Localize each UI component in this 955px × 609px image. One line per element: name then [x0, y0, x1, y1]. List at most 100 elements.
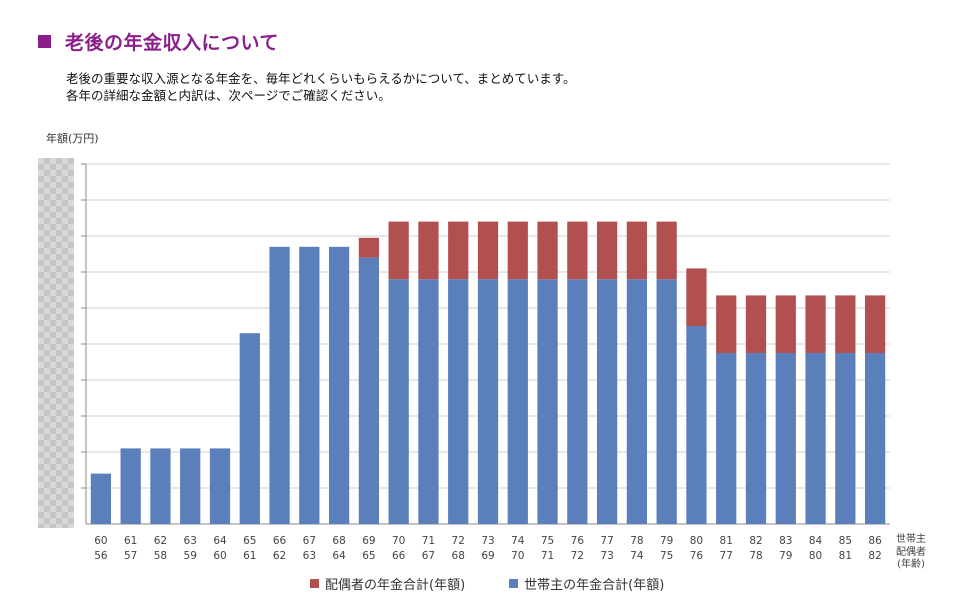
page-title: 老後の年金収入について	[65, 32, 279, 54]
x-tick-label-head-age: 73	[481, 535, 494, 547]
bar-head	[805, 353, 826, 524]
x-tick-label-head-age: 69	[362, 535, 375, 547]
x-tick-label-head-age: 77	[600, 535, 613, 547]
legend-swatch-spouse	[310, 579, 319, 588]
bar-head	[90, 473, 112, 524]
x-tick-label-head-age: 70	[392, 535, 405, 547]
legend: 配偶者の年金合計(年額) 世帯主の年金合計(年額)	[310, 574, 708, 593]
x-tick-label-head-age: 72	[452, 535, 465, 547]
legend-swatch-head	[509, 579, 519, 588]
bar-head	[596, 279, 618, 524]
x-tick-label-head-age: 60	[94, 535, 107, 547]
x-tick-label-spouse-age: 81	[839, 550, 852, 562]
category-axis-title: 世帯主 配偶者 (年齢)	[896, 534, 926, 572]
category-axis-title-line-2: 配偶者	[896, 546, 926, 558]
bar-head	[716, 353, 737, 524]
bar-spouse	[716, 295, 737, 353]
x-tick-label-spouse-age: 58	[154, 550, 167, 562]
legend-label-head: 世帯主の年金合計(年額)	[524, 578, 665, 593]
masked-y-axis-ticks	[38, 158, 74, 528]
x-tick-label-head-age: 62	[154, 535, 167, 547]
x-tick-label-head-age: 83	[779, 535, 792, 547]
x-tick-label-spouse-age: 68	[452, 550, 465, 562]
x-tick-label-head-age: 82	[749, 535, 762, 547]
bar-head	[209, 448, 231, 524]
category-axis-title-line-1: 世帯主	[896, 534, 926, 545]
bar-spouse	[448, 221, 469, 280]
x-tick-label-head-age: 64	[213, 535, 227, 547]
x-tick-label-spouse-age: 60	[213, 550, 226, 562]
bar-head	[775, 353, 796, 524]
x-tick-label-head-age: 65	[243, 535, 256, 547]
x-tick-label-spouse-age: 71	[541, 550, 554, 562]
x-tick-label-spouse-age: 76	[690, 550, 704, 562]
bar-head	[239, 333, 260, 524]
x-tick-label-head-age: 79	[660, 535, 673, 547]
bar-head	[448, 279, 469, 524]
x-tick-label-spouse-age: 70	[511, 550, 524, 562]
description-line-1: 老後の重要な収入源となる年金を、毎年どれくらいもらえるかについて、まとめています…	[66, 71, 576, 86]
x-tick-label-head-age: 67	[303, 535, 316, 547]
x-tick-label-spouse-age: 78	[749, 550, 762, 562]
x-tick-label-head-age: 66	[273, 535, 287, 547]
x-tick-label-spouse-age: 64	[332, 550, 346, 562]
x-tick-label-head-age: 75	[541, 535, 554, 547]
x-tick-label-spouse-age: 69	[481, 550, 494, 562]
x-tick-label-spouse-age: 73	[600, 550, 613, 562]
bar-spouse	[507, 221, 528, 280]
bar-head	[745, 353, 767, 524]
bar-head	[477, 279, 499, 524]
bar-head	[388, 279, 409, 524]
bar-spouse	[477, 221, 499, 280]
x-tick-label-head-age: 81	[720, 535, 733, 547]
description-line-2: 各年の詳細な金額と内訳は、次ページでご確認ください。	[66, 88, 391, 103]
legend-label-spouse: 配偶者の年金合計(年額)	[325, 578, 466, 593]
bar-head	[418, 279, 439, 524]
x-tick-label-spouse-age: 77	[720, 550, 733, 562]
x-tick-label-spouse-age: 82	[868, 550, 881, 562]
x-tick-label-head-age: 63	[184, 535, 197, 547]
x-tick-label-spouse-age: 65	[362, 550, 375, 562]
x-tick-label-spouse-age: 61	[243, 550, 256, 562]
x-tick-label-head-age: 80	[690, 535, 703, 547]
x-tick-label-head-age: 68	[332, 535, 345, 547]
bar-head	[269, 246, 290, 525]
bar-head	[686, 326, 707, 524]
bar-spouse	[388, 221, 409, 280]
x-tick-label-spouse-age: 62	[273, 550, 286, 562]
bar-spouse	[626, 221, 648, 280]
bar-spouse	[775, 295, 796, 353]
x-tick-label-head-age: 71	[422, 535, 435, 547]
x-tick-label-spouse-age: 72	[571, 550, 584, 562]
bar-head	[507, 279, 528, 524]
title-square-icon	[38, 35, 51, 48]
title-row: 老後の年金収入について	[38, 28, 279, 55]
y-axis-label: 年額(万円)	[46, 132, 99, 145]
bar-head	[299, 246, 320, 525]
x-tick-label-spouse-age: 79	[779, 550, 792, 562]
bar-spouse	[567, 221, 588, 280]
x-tick-label-spouse-age: 63	[303, 550, 316, 562]
x-tick-label-head-age: 85	[839, 535, 852, 547]
bar-spouse	[596, 221, 618, 280]
bar-head	[328, 246, 350, 525]
x-tick-label-head-age: 84	[809, 535, 823, 547]
x-tick-label-head-age: 76	[571, 535, 585, 547]
x-tick-label-head-age: 74	[511, 535, 525, 547]
x-tick-label-head-age: 78	[630, 535, 643, 547]
x-tick-label-spouse-age: 59	[184, 550, 197, 562]
bar-head	[150, 448, 171, 524]
x-tick-label-head-age: 61	[124, 535, 137, 547]
bar-head	[358, 257, 380, 524]
x-tick-label-spouse-age: 74	[630, 550, 644, 562]
bar-head	[537, 279, 558, 524]
description: 老後の重要な収入源となる年金を、毎年どれくらいもらえるかについて、まとめています…	[66, 70, 576, 104]
legend-item-spouse: 配偶者の年金合計(年額)	[310, 574, 465, 593]
bar-spouse	[537, 221, 558, 280]
bar-spouse	[805, 295, 826, 353]
bar-spouse	[358, 237, 380, 258]
bar-spouse	[864, 295, 886, 353]
bar-spouse	[835, 295, 856, 353]
bar-spouse	[418, 221, 439, 280]
